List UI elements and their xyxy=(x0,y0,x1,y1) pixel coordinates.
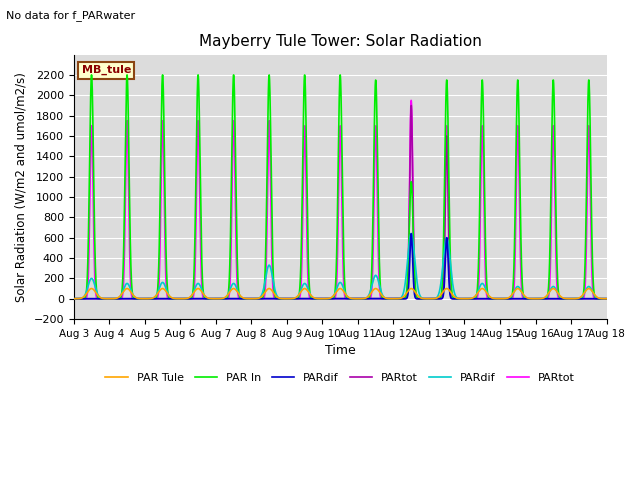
Text: MB_tule: MB_tule xyxy=(82,65,131,75)
X-axis label: Time: Time xyxy=(324,344,356,357)
Y-axis label: Solar Radiation (W/m2 and umol/m2/s): Solar Radiation (W/m2 and umol/m2/s) xyxy=(15,72,28,302)
Legend: PAR Tule, PAR In, PARdif, PARtot, PARdif, PARtot: PAR Tule, PAR In, PARdif, PARtot, PARdif… xyxy=(101,369,579,387)
Text: No data for f_PARwater: No data for f_PARwater xyxy=(6,10,136,21)
Title: Mayberry Tule Tower: Solar Radiation: Mayberry Tule Tower: Solar Radiation xyxy=(199,34,482,49)
